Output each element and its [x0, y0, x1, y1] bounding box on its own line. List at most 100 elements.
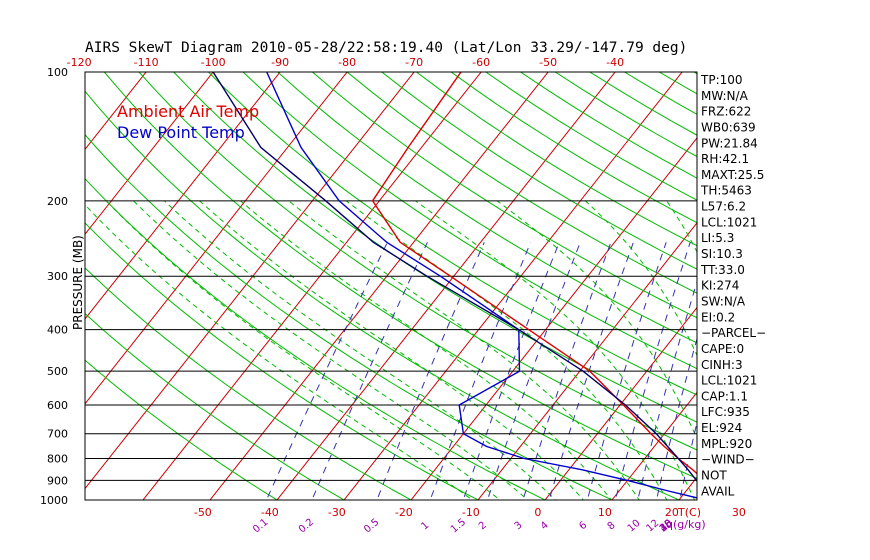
moist-adiabat-line — [584, 200, 697, 357]
temp-tick-label-top: -70 — [405, 56, 423, 69]
mixing-ratio-line — [311, 242, 428, 500]
dry-adiabat-line — [519, 72, 697, 179]
moist-adiabat-line — [163, 200, 557, 500]
pressure-tick-label: 800 — [47, 453, 68, 466]
temp-tick-label-top: -110 — [134, 56, 159, 69]
dry-adiabat-line — [138, 72, 697, 451]
dry-adiabat-line — [311, 72, 697, 319]
temp-tick-label-top: -60 — [472, 56, 490, 69]
temp-tick-label-bottom: -30 — [328, 506, 346, 519]
pressure-tick-label: 100 — [47, 66, 68, 79]
mixing-ratio-tick-label: 8 — [606, 520, 618, 533]
mixing-ratio-axis-label: q(g/kg) — [666, 518, 706, 531]
moist-adiabat-line — [240, 200, 612, 500]
index-readout: CINH:3 — [701, 358, 743, 372]
mixing-ratio-line — [754, 242, 809, 509]
temp-axis-label: T(C) — [677, 506, 701, 519]
moist-adiabat-line — [345, 200, 668, 500]
index-readout: CAP:1.1 — [701, 389, 748, 403]
mixing-ratio-line — [637, 280, 697, 500]
pressure-tick-label: 200 — [47, 195, 68, 208]
moist-adiabat-line — [105, 200, 501, 500]
grid-layer — [85, 52, 870, 509]
dry-adiabat-line — [85, 359, 278, 500]
index-readout: TP:100 — [700, 73, 743, 87]
moist-adiabat-line — [288, 200, 640, 500]
isotherm-line — [85, 72, 147, 151]
mixing-ratio-tick-label: 0.5 — [362, 517, 381, 536]
index-readout: SI:10.3 — [701, 247, 743, 261]
plot-frame — [84, 71, 698, 501]
isotherm-line — [477, 221, 697, 500]
isotherm-line — [343, 72, 683, 500]
pressure-tick-label: 500 — [47, 365, 68, 378]
mixing-ratio-line — [787, 242, 837, 509]
profile-layer — [212, 72, 697, 499]
isotherm-line — [739, 52, 870, 509]
mixing-ratio-tick-label: 10 — [626, 518, 643, 535]
mixing-ratio-line — [462, 242, 560, 500]
index-readout: MW:N/A — [701, 89, 749, 103]
mixing-ratio-tick-label: 0.1 — [251, 517, 270, 536]
moist-adiabat-line — [85, 204, 474, 500]
legend: Ambient Air Temp Dew Point Temp — [117, 102, 259, 142]
index-readout: −WIND− — [701, 453, 755, 467]
temp-tick-label-top: -40 — [606, 56, 624, 69]
index-readout: LI:5.3 — [701, 231, 734, 245]
pressure-tick-label: 600 — [47, 399, 68, 412]
isotherm-line — [209, 72, 549, 500]
temp-tick-label-top: -80 — [338, 56, 356, 69]
mixing-ratio-tick-label: 3 — [513, 520, 525, 533]
dry-adiabat-line — [381, 72, 697, 270]
dry-adiabat-line — [242, 72, 697, 370]
parcel-path-line — [212, 72, 697, 483]
dry-adiabat-line — [276, 72, 697, 344]
dry-adiabat-line — [85, 222, 480, 500]
moist-adiabat-line — [415, 200, 696, 500]
temp-tick-label-top: -90 — [271, 56, 289, 69]
isotherm-line — [85, 72, 348, 405]
pressure-tick-label: 1000 — [40, 494, 68, 507]
temp-tick-label-bottom: 20 — [665, 506, 679, 519]
mixing-ratio-line — [376, 242, 485, 500]
mixing-ratio-line — [586, 242, 667, 500]
index-readout: LCL:1021 — [701, 374, 757, 388]
index-readout: EL:924 — [701, 421, 742, 435]
dry-adiabat-line — [85, 267, 413, 500]
temp-tick-label-bottom: -20 — [395, 506, 413, 519]
temp-tick-label-bottom: -40 — [261, 506, 279, 519]
temp-tick-label-top: -100 — [201, 56, 226, 69]
isotherm-line — [85, 72, 214, 235]
temp-tick-label-bottom: 10 — [598, 506, 612, 519]
mixing-ratio-line — [548, 242, 634, 500]
mixing-ratio-line — [522, 242, 612, 500]
mixing-ratio-tick-label: 1 — [419, 520, 431, 533]
mixing-ratio-line — [265, 242, 388, 500]
isotherm-line — [544, 306, 697, 500]
mixing-ratio-line — [614, 242, 691, 500]
dew-point-temp-line — [266, 72, 697, 499]
mixing-ratio-tick-label: 1.5 — [449, 517, 468, 536]
index-readout: CAPE:0 — [701, 342, 744, 356]
dry-adiabat-line — [173, 72, 697, 423]
index-readout: TT:33.0 — [700, 263, 745, 277]
ambient-air-temp-line — [371, 72, 697, 475]
mixing-ratio-tick-label: 4 — [539, 520, 551, 533]
index-readout: MPL:920 — [701, 437, 752, 451]
index-readout: EI:0.2 — [701, 310, 735, 324]
temp-tick-label-bottom: -10 — [462, 506, 480, 519]
dry-adiabat-line — [85, 133, 614, 500]
index-readout: AVAIL — [701, 484, 735, 498]
pressure-tick-label: 400 — [47, 324, 68, 337]
mixing-ratio-tick-label: 6 — [577, 520, 589, 533]
mixing-ratio-line — [655, 337, 697, 500]
dry-adiabat-line — [85, 90, 681, 500]
pressure-tick-label: 700 — [47, 428, 68, 441]
index-readout: SW:N/A — [701, 294, 746, 308]
dry-adiabat-line — [450, 72, 697, 224]
index-readout: L57:6.2 — [701, 200, 746, 214]
dry-adiabat-line — [692, 72, 697, 75]
temp-tick-label-bottom: -50 — [194, 506, 212, 519]
